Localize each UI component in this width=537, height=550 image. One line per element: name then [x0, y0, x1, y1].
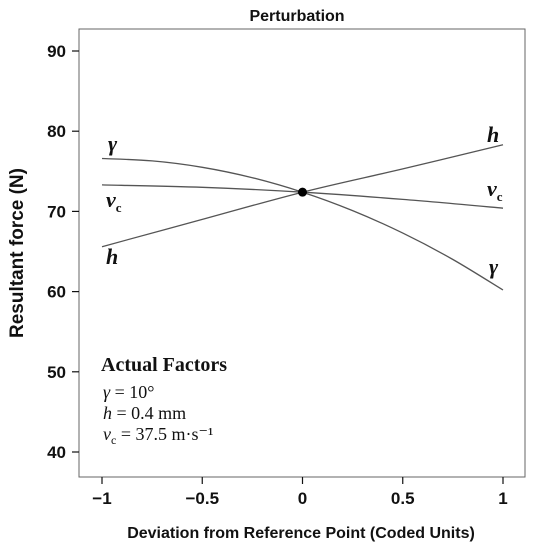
y-tick-label: 90	[47, 42, 66, 61]
series-label: vc	[487, 176, 503, 204]
series-label: h	[106, 244, 118, 269]
annotation-line: h = 0.4 mm	[103, 403, 186, 423]
series-label: h	[487, 122, 499, 147]
series-line-gamma	[101, 157, 504, 291]
series-lines	[101, 144, 504, 291]
annotation-line: γ = 10°	[103, 382, 154, 402]
y-tick-label: 50	[47, 363, 66, 382]
chart-title: Perturbation	[249, 8, 344, 25]
series-label: γ	[108, 131, 118, 156]
series-labels: γ h vc h vc γ	[106, 122, 503, 279]
annotation-line: vc = 37.5 m·s⁻¹	[103, 424, 213, 447]
y-tick-label: 40	[47, 443, 66, 462]
series-label: γ	[489, 254, 499, 279]
y-tick-label: 70	[47, 202, 66, 221]
reference-point-marker	[298, 187, 307, 197]
y-tick-label: 80	[47, 122, 66, 141]
y-tick-label: 60	[47, 283, 66, 302]
x-axis-label: Deviation from Reference Point (Coded Un…	[127, 525, 475, 542]
x-tick-label: 0.5	[391, 489, 415, 508]
x-tick-label: −0.5	[185, 489, 219, 508]
annotation-heading: Actual Factors	[101, 354, 227, 376]
x-tick-label: 0	[298, 489, 307, 508]
y-axis: 40 50 60 70 80 90	[47, 42, 79, 462]
series-label: vc	[106, 187, 122, 215]
y-axis-label: Resultant force (N)	[7, 168, 28, 338]
x-axis: −1 −0.5 0 0.5 1	[92, 477, 508, 508]
x-tick-label: 1	[498, 489, 507, 508]
x-tick-label: −1	[92, 489, 111, 508]
